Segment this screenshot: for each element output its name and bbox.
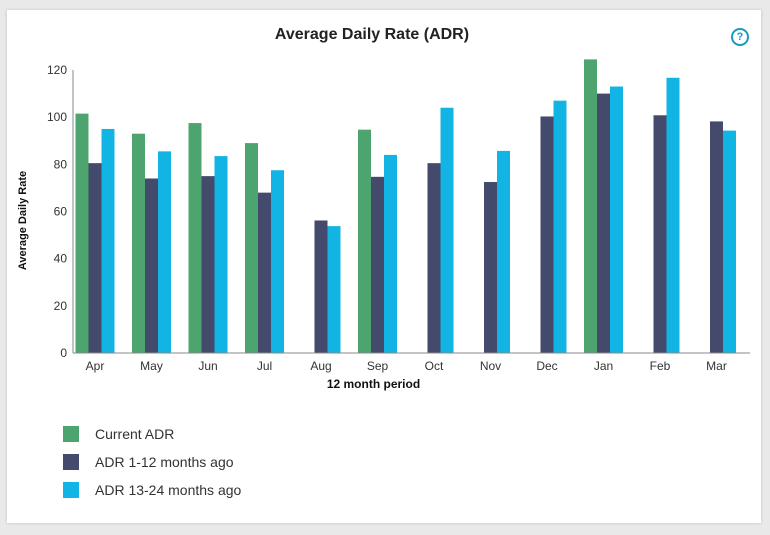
legend-label: Current ADR	[95, 426, 175, 442]
legend-label: ADR 1-12 months ago	[95, 454, 234, 470]
bar-mar-series-1[interactable]	[710, 121, 723, 353]
bar-aug-series-1[interactable]	[314, 220, 328, 353]
y-tick-label: 80	[54, 157, 68, 171]
bar-jan-series-2[interactable]	[610, 86, 623, 353]
legend-swatch	[63, 454, 79, 470]
bars	[75, 59, 736, 354]
x-tick-label: Jan	[594, 359, 613, 373]
bar-oct-series-2[interactable]	[440, 107, 454, 353]
x-tick-label: Mar	[706, 359, 727, 373]
legend: Current ADR ADR 1-12 months ago ADR 13-24 …	[63, 420, 241, 504]
chart-title: Average Daily Rate (ADR)	[274, 26, 470, 43]
y-tick-label: 120	[47, 63, 67, 77]
bar-dec-series-1[interactable]	[540, 116, 554, 353]
bar-sep-series-2[interactable]	[384, 154, 397, 353]
bar-dec-series-2[interactable]	[553, 100, 567, 354]
legend-item[interactable]: ADR 13-24 months ago	[63, 476, 241, 504]
bar-apr-series-0[interactable]	[75, 113, 89, 353]
x-tick-label: Jun	[198, 359, 217, 373]
y-tick-label: 20	[54, 299, 68, 313]
y-tick-label: 0	[60, 346, 67, 360]
bar-jul-series-1[interactable]	[258, 192, 271, 353]
y-tick-label: 100	[47, 110, 67, 124]
bar-jun-series-0[interactable]	[188, 123, 202, 353]
bar-jun-series-2[interactable]	[214, 156, 228, 353]
bar-jul-series-0[interactable]	[245, 143, 258, 353]
legend-swatch	[63, 426, 79, 442]
bar-sep-series-1[interactable]	[371, 176, 384, 353]
bar-nov-series-1[interactable]	[484, 182, 497, 353]
x-axis-label: 12 month period	[327, 377, 420, 391]
x-tick-label: Oct	[425, 359, 444, 373]
y-axis-ticks: 0 20 40 60 80 100 120	[47, 63, 67, 360]
bar-may-series-2[interactable]	[158, 151, 171, 353]
x-tick-label: Nov	[480, 359, 501, 373]
bar-jan-series-1[interactable]	[597, 93, 610, 353]
x-tick-label: Sep	[367, 359, 389, 373]
bar-aug-series-2[interactable]	[327, 226, 341, 353]
bar-jul-series-2[interactable]	[271, 170, 284, 353]
bar-may-series-1[interactable]	[145, 178, 158, 353]
bar-may-series-0[interactable]	[132, 133, 145, 353]
y-tick-label: 40	[54, 252, 68, 266]
x-tick-label: Feb	[650, 359, 671, 373]
bar-apr-series-1[interactable]	[88, 163, 102, 353]
y-axis-label: Average Daily Rate	[17, 171, 29, 270]
bar-apr-series-2[interactable]	[101, 128, 115, 353]
x-tick-label: Aug	[310, 359, 331, 373]
legend-item[interactable]: ADR 1-12 months ago	[63, 448, 241, 476]
legend-item[interactable]: Current ADR	[63, 420, 241, 448]
bar-sep-series-0[interactable]	[358, 129, 371, 353]
bar-feb-series-2[interactable]	[666, 77, 680, 353]
bar-nov-series-2[interactable]	[497, 150, 510, 353]
bar-jan-series-0[interactable]	[584, 59, 597, 353]
x-axis-ticks: Apr May Jun Jul Aug Sep Oct Nov Dec Jan Feb Mar	[86, 359, 727, 373]
x-tick-label: Dec	[536, 359, 557, 373]
legend-label: ADR 13-24 months ago	[95, 482, 242, 498]
bar-oct-series-1[interactable]	[427, 163, 441, 353]
x-tick-label: Apr	[86, 359, 105, 373]
x-tick-label: Jul	[257, 359, 272, 373]
bar-chart: 0 20 40 60 80 100 120 Apr May Jun Jul Aug Sep Oct Nov…	[17, 59, 750, 391]
bar-feb-series-1[interactable]	[653, 115, 667, 353]
help-icon[interactable]: ?	[731, 28, 749, 46]
bar-mar-series-2[interactable]	[723, 130, 736, 353]
chart-card: Average Daily Rate (ADR) ? 0 20 40 60 80 100 1…	[7, 10, 761, 523]
y-tick-label: 60	[54, 205, 68, 219]
bar-jun-series-1[interactable]	[201, 176, 215, 353]
legend-swatch	[63, 482, 79, 498]
x-tick-label: May	[140, 359, 163, 373]
